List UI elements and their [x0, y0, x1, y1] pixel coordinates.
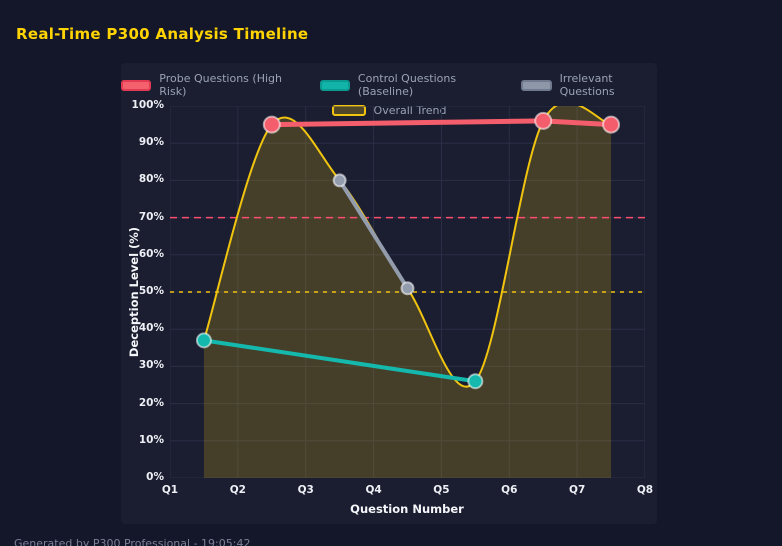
footer-text: Generated by P300 Professional - 19:05:4… — [14, 537, 251, 546]
plot-svg[interactable] — [170, 106, 645, 478]
legend-item-probe[interactable]: Probe Questions (High Risk) — [121, 72, 294, 98]
legend-item-irrelevant[interactable]: Irrelevant Questions — [521, 72, 657, 98]
y-tick-label: 30% — [138, 359, 164, 372]
legend-swatch-probe — [121, 79, 152, 91]
y-axis-title: Deception Level (%) — [127, 226, 141, 358]
data-point[interactable] — [262, 115, 281, 134]
legend-label-trend: Overall Trend — [373, 104, 447, 117]
y-tick-label: 50% — [138, 285, 164, 297]
legend-swatch-irrelevant — [521, 79, 552, 91]
legend-swatch-control — [319, 79, 350, 91]
legend-label-irrelevant: Irrelevant Questions — [559, 72, 615, 98]
y-tick-label: 20% — [138, 396, 164, 409]
x-tick-label: Q4 — [365, 484, 382, 496]
x-tick-label: Q8 — [636, 484, 654, 496]
page-title: Real-Time P300 Analysis Timeline — [16, 25, 309, 43]
x-tick-label: Q6 — [501, 484, 518, 496]
y-tick-label: 90% — [138, 136, 164, 149]
y-tick-label: 0% — [146, 471, 164, 483]
legend-label-control: Control Questions (Baseline) — [357, 72, 457, 98]
plot-area: 0% 10% 20% 30% 40% 50% 60% 70% 80% 90% 100% Q1 Q2 Q3 Q… — [132, 99, 654, 496]
data-point[interactable] — [195, 332, 212, 349]
legend: Probe Questions (High Risk) Control Ques… — [121, 72, 657, 117]
legend-row-1: Probe Questions (High Risk) Control Ques… — [121, 72, 657, 98]
y-tick-label: 40% — [138, 322, 164, 335]
series-line — [269, 118, 614, 128]
y-tick-label: 100% — [131, 99, 164, 111]
y-tick-label: 10% — [138, 433, 164, 446]
legend-item-control[interactable]: Control Questions (Baseline) — [319, 72, 496, 98]
data-point[interactable] — [534, 111, 553, 130]
x-tick-label: Q3 — [297, 484, 314, 496]
y-tick-label: 60% — [138, 247, 164, 260]
data-point[interactable] — [467, 373, 484, 390]
x-axis-title: Question Number — [350, 502, 464, 516]
x-tick-label: Q1 — [161, 484, 179, 496]
series-line — [337, 178, 410, 291]
y-tick-label: 70% — [138, 210, 164, 223]
chart-panel: Probe Questions (High Risk) Control Ques… — [121, 63, 657, 524]
x-tick-label: Q2 — [229, 484, 246, 496]
x-tick-label: Q7 — [569, 484, 586, 496]
data-point[interactable] — [400, 281, 415, 296]
y-tick-label: 80% — [138, 173, 164, 186]
data-point[interactable] — [602, 115, 621, 134]
series-line — [201, 338, 478, 384]
data-point[interactable] — [332, 173, 347, 188]
x-tick-label: Q5 — [433, 484, 450, 496]
legend-label-probe: Probe Questions (High Risk) — [159, 72, 282, 98]
